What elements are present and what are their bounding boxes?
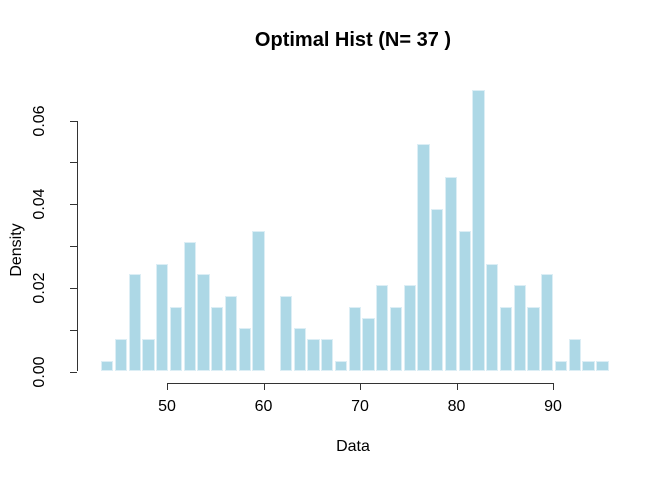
- histogram-bar: [554, 360, 568, 372]
- x-tick-label: 80: [447, 398, 466, 415]
- y-tick: [69, 329, 77, 331]
- histogram-bar: [486, 263, 499, 372]
- x-tick: [456, 383, 458, 390]
- chart-title: Optimal Hist (N= 37 ): [254, 29, 452, 51]
- histogram-bar: [444, 176, 458, 372]
- y-tick-label: 0.00: [31, 355, 48, 388]
- histogram-bar: [568, 338, 581, 372]
- histogram-bar: [472, 90, 485, 372]
- y-axis-line: [76, 120, 78, 372]
- x-axis-label: Data: [336, 438, 370, 455]
- histogram-bar: [403, 284, 416, 372]
- histogram-bar: [224, 295, 238, 372]
- histogram-bar: [307, 338, 320, 372]
- x-tick: [360, 383, 361, 390]
- histogram-bar: [513, 284, 526, 372]
- histogram-bar: [293, 328, 306, 372]
- y-tick-label: 0.02: [31, 272, 48, 304]
- histogram-bar: [527, 306, 540, 372]
- histogram-bar: [197, 274, 210, 372]
- x-tick: [553, 383, 554, 390]
- histogram-bar: [389, 306, 403, 372]
- y-tick: [69, 204, 77, 206]
- histogram-bar: [417, 144, 430, 372]
- x-tick: [263, 383, 265, 390]
- histogram-bar: [348, 306, 361, 372]
- y-tick: [69, 371, 77, 373]
- histogram-bar: [376, 284, 389, 372]
- histogram-bar: [279, 295, 293, 372]
- histogram-bar: [128, 274, 141, 372]
- histogram-bar: [582, 360, 595, 372]
- y-tick-label: 0.04: [31, 188, 48, 220]
- histogram-bar: [156, 263, 169, 372]
- x-tick-label: 70: [351, 398, 369, 415]
- x-tick-label: 50: [158, 398, 176, 415]
- x-tick-label: 60: [254, 398, 273, 415]
- histogram-bar: [431, 209, 444, 372]
- histogram-bar: [169, 306, 183, 372]
- histogram-bar: [252, 230, 265, 372]
- x-tick: [167, 383, 168, 390]
- y-tick: [69, 120, 77, 122]
- histogram-bar: [541, 274, 554, 372]
- y-tick: [69, 246, 77, 247]
- histogram-bar: [211, 306, 224, 372]
- histogram-bar: [142, 338, 155, 372]
- histogram-bar: [183, 241, 196, 372]
- histogram-bar: [596, 360, 609, 372]
- histogram-bar: [499, 306, 513, 372]
- x-tick-label: 90: [544, 398, 562, 415]
- histogram-bar: [362, 317, 375, 372]
- histogram-bar: [114, 338, 128, 372]
- y-tick-label: 0.06: [31, 104, 48, 137]
- y-tick: [69, 162, 77, 164]
- histogram-bar: [101, 360, 114, 372]
- histogram-bar: [321, 338, 334, 372]
- histogram-bar: [458, 230, 471, 372]
- y-tick: [69, 287, 77, 289]
- histogram-bar: [238, 328, 251, 372]
- histogram-bar: [334, 360, 348, 372]
